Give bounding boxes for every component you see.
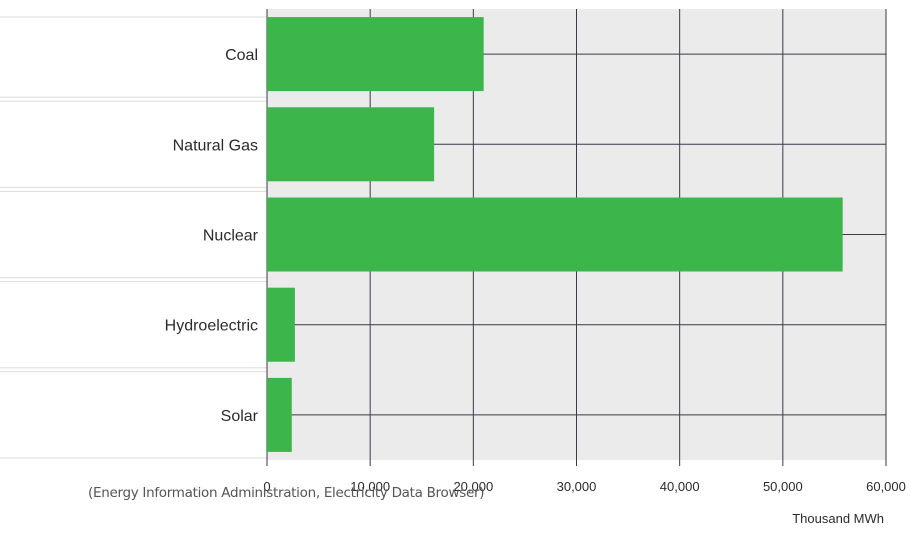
x-tick-label: 20,000: [453, 479, 493, 494]
bar-natural-gas: [267, 107, 435, 182]
category-label: Natural Gas: [173, 137, 258, 154]
x-tick-labels: 0 10,000 20,000 30,000 40,000 50,000 60,000: [263, 479, 906, 494]
category-label: Coal: [225, 47, 258, 64]
bar-nuclear: [267, 197, 843, 272]
category-label: Solar: [221, 408, 259, 425]
bar-solar: [267, 377, 292, 452]
bar-hydroelectric: [267, 287, 295, 362]
source-note: (Energy Information Administration, Elec…: [88, 485, 485, 501]
x-tick-label: 30,000: [557, 479, 597, 494]
x-tick-label: 40,000: [660, 479, 700, 494]
category-labels: Coal Natural Gas Nuclear Hydroelectric Solar: [165, 47, 259, 425]
category-label: Nuclear: [203, 228, 259, 245]
row-separators: [0, 16, 267, 459]
x-tick-label: 10,000: [350, 479, 390, 494]
x-axis-unit-label: Thousand MWh: [792, 511, 884, 526]
x-tick-label: 0: [263, 479, 270, 494]
x-tick-label: 50,000: [763, 479, 803, 494]
category-label: Hydroelectric: [165, 318, 258, 335]
bars: [267, 17, 843, 452]
bar-coal: [267, 17, 484, 92]
x-tick-label: 60,000: [866, 479, 906, 494]
